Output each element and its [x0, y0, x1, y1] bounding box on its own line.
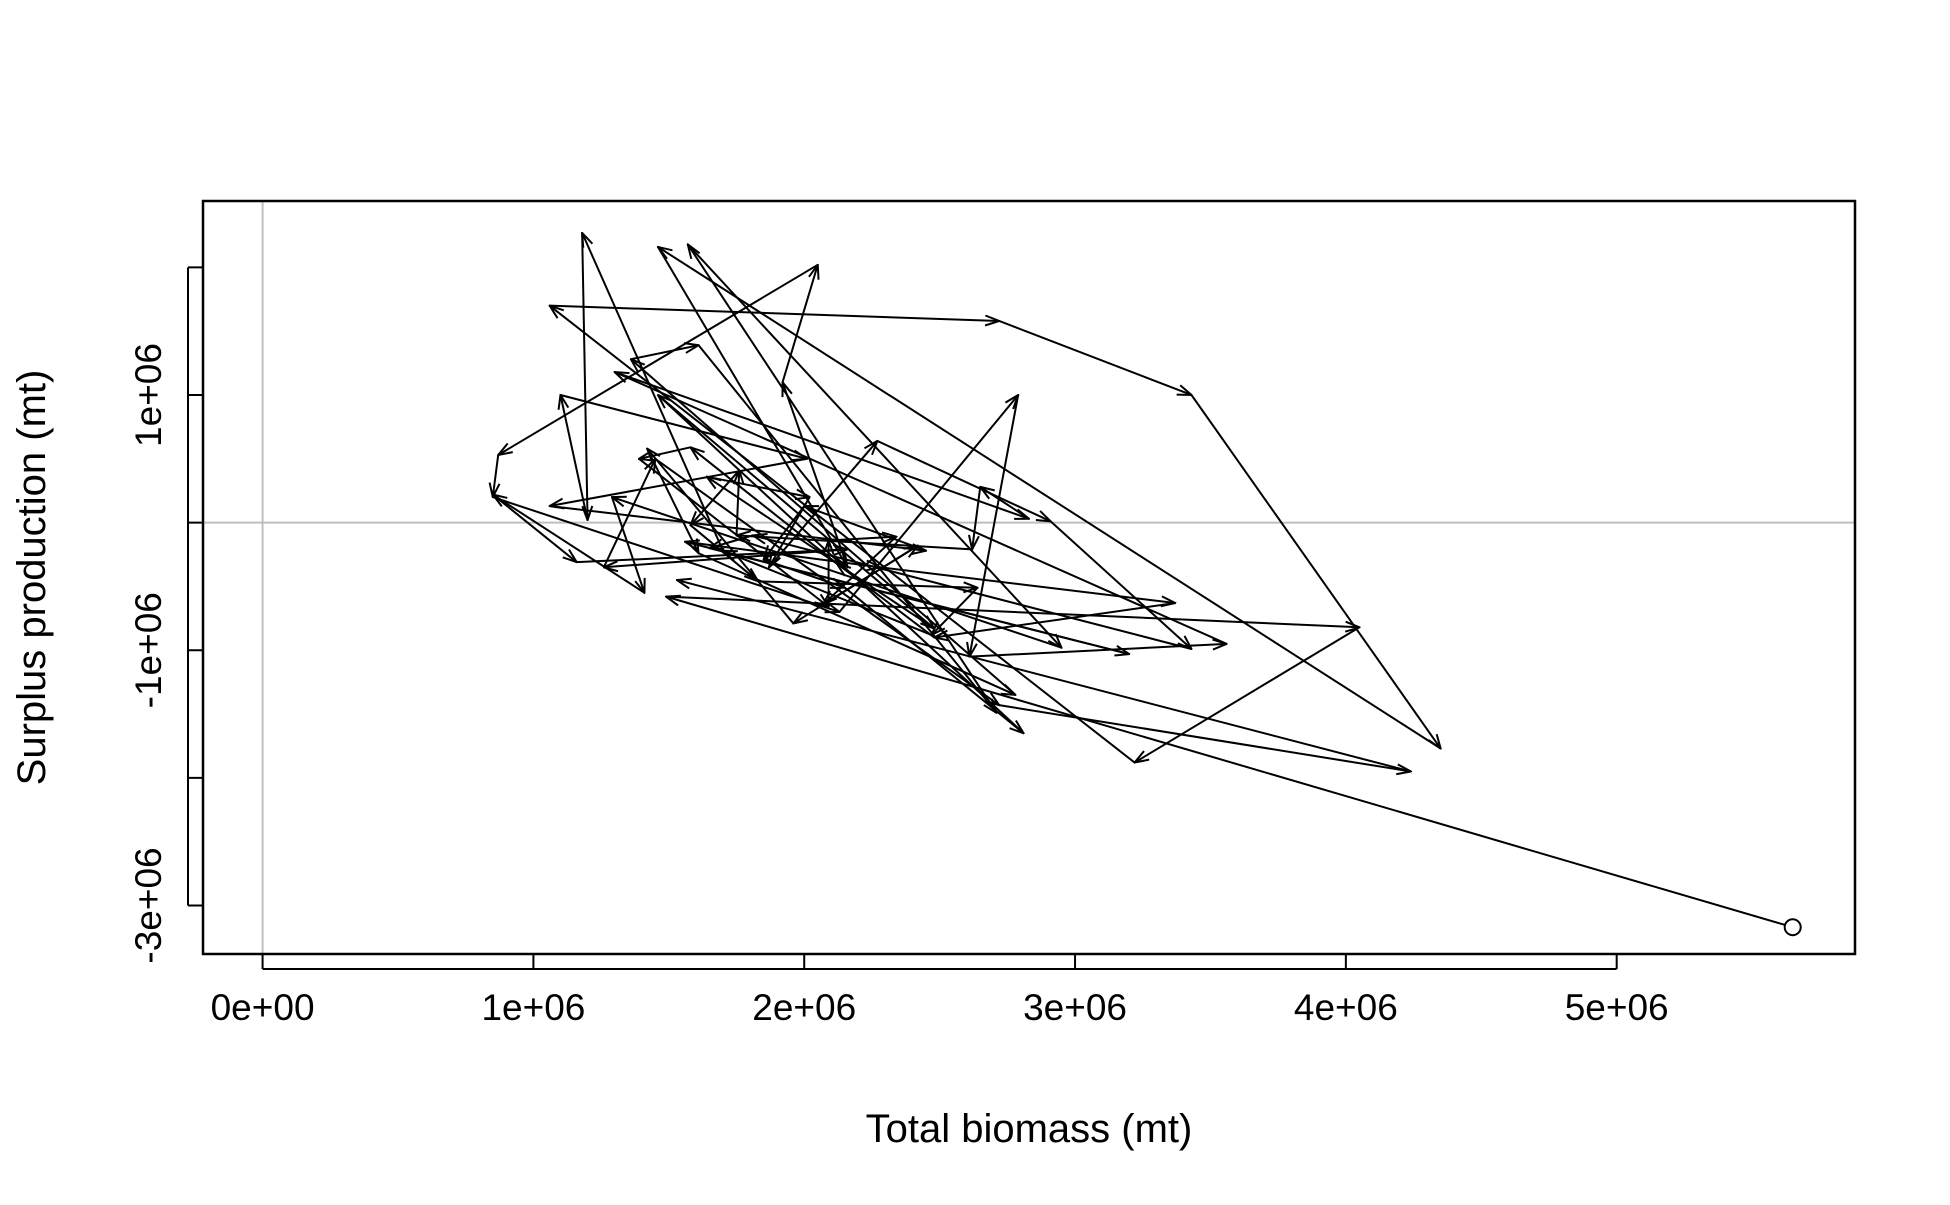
trajectory-arrow-0-11 [498, 263, 819, 455]
trajectory-arrow-0-0 [666, 597, 1793, 929]
y-tick-label-2: -1e+06 [128, 592, 169, 708]
x-tick-label-2: 2e+06 [752, 987, 856, 1028]
trajectory-arrow-0-68 [688, 244, 998, 714]
reference-lines [203, 201, 1855, 954]
trajectory-arrow-0-67 [697, 344, 997, 713]
trajectory-arrow-0-65 [631, 359, 1017, 696]
trajectory-arrow-0-9 [783, 382, 849, 568]
trajectory-arrow-0-52 [934, 602, 1176, 637]
trajectory-arrow-0-62 [647, 449, 795, 625]
trajectory-arrow-0-6 [1190, 394, 1440, 749]
trajectory-arrow-0-41 [706, 475, 810, 497]
x-axis-title: Total biomass (mt) [866, 1107, 1193, 1151]
x-tick-label-1: 1e+06 [481, 987, 585, 1028]
x-axis: 0e+00 1e+06 2e+06 3e+06 4e+06 5e+06 [211, 954, 1669, 1028]
trajectory-arrow-0-51 [879, 566, 1175, 603]
trajectory-arrow-0-59 [823, 535, 897, 605]
trajectory-arrow-0-75 [604, 548, 848, 567]
trajectory-arrow-0-44 [876, 440, 1050, 521]
trajectory-arrow-0-28 [582, 233, 724, 552]
trajectory-arrow-0-15 [969, 394, 1020, 657]
trajectory-arrow-0-13 [492, 496, 840, 612]
trajectory-arrow-0-54 [690, 447, 838, 565]
trajectory-arrow-0-45 [1049, 520, 1192, 649]
trajectory-arrow-0-2 [1135, 626, 1360, 762]
trajectory-arrow-0-77 [654, 457, 999, 705]
x-tick-label-0: 0e+00 [211, 987, 315, 1028]
trajectory-arrow-0-34 [804, 506, 927, 552]
trajectory-arrow-0-69 [687, 243, 1062, 647]
trajectory-arrow-0-79 [677, 580, 1412, 773]
trajectory-arrow-0-66 [630, 345, 699, 361]
y-tick-label-4: 1e+06 [128, 343, 169, 447]
x-tick-label-3: 3e+06 [1023, 987, 1127, 1028]
trajectory-arrow-0-73 [492, 493, 577, 563]
trajectory-arrow-0-1 [666, 595, 1359, 628]
trajectory-arrow-0-20 [972, 486, 982, 550]
trajectory-series [492, 232, 1802, 937]
trajectory-arrow-0-78 [999, 704, 1411, 771]
trajectory-arrow-0-33 [549, 505, 926, 551]
trajectory-arrow-0-72 [493, 495, 645, 594]
trajectory-arrow-0-3 [550, 306, 1136, 764]
trajectory-arrow-0-71 [610, 496, 644, 593]
trajectory-arrow-0-7 [658, 247, 1442, 750]
y-axis-title: Surplus production (mt) [10, 370, 54, 786]
trajectory-arrow-0-70 [612, 497, 1062, 649]
trajectory-arrow-0-12 [493, 454, 498, 497]
trajectory-arrow-0-29 [581, 232, 587, 520]
trajectory-arrow-0-5 [998, 320, 1191, 395]
trajectory-arrow-0-61 [793, 544, 919, 624]
x-tick-label-4: 4e+06 [1294, 987, 1398, 1028]
trajectory-arrow-0-64 [698, 552, 1016, 695]
start-point-marker [1783, 918, 1802, 937]
y-tick-label-0: -3e+06 [128, 847, 169, 963]
trajectory-arrow-0-31 [560, 394, 806, 459]
trajectory-arrow-0-32 [550, 457, 808, 506]
trajectory-arrow-0-58 [828, 537, 897, 541]
trajectory-arrow-0-74 [576, 549, 848, 564]
trajectory-arrow-0-43 [768, 441, 877, 568]
trajectory-arrow-0-56 [638, 458, 829, 607]
trajectory-arrow-0-17 [615, 372, 1228, 645]
y-axis: -3e+06 -1e+06 1e+06 [128, 266, 203, 964]
plot-frame [201, 199, 1857, 956]
trajectory-arrow-0-4 [549, 304, 1000, 321]
trajectory-arrow-0-10 [781, 265, 818, 383]
trajectory-arrow-0-76 [602, 459, 655, 568]
x-tick-label-5: 5e+06 [1565, 987, 1669, 1028]
trajectory-arrow-0-18 [614, 371, 1029, 519]
trajectory-arrow-0-22 [737, 470, 740, 536]
